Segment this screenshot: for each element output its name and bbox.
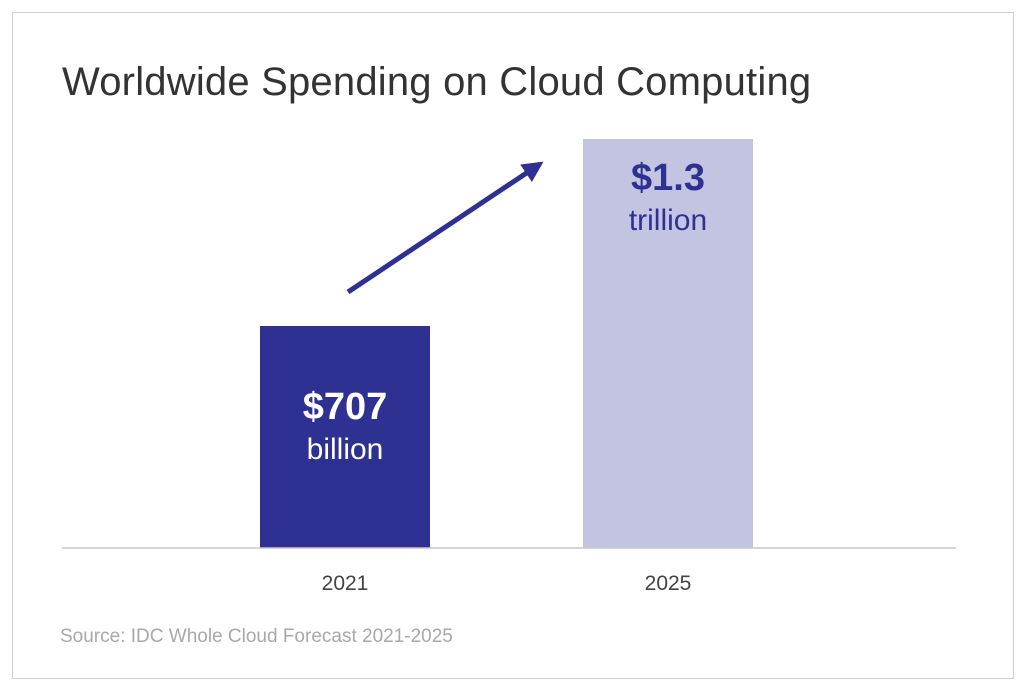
- chart-card: [12, 12, 1014, 679]
- x-tick-label-2025: 2025: [645, 572, 692, 595]
- x-tick-label-2021: 2021: [322, 572, 369, 595]
- data-label-unit-2025: trillion: [629, 204, 707, 237]
- data-label-value-2025: $1.3: [631, 157, 705, 199]
- source-note: Source: IDC Whole Cloud Forecast 2021-20…: [60, 626, 453, 647]
- bar-2025: [583, 139, 753, 548]
- data-label-unit-2021: billion: [307, 433, 384, 466]
- growth-arrow: [346, 161, 544, 295]
- bar-2021: [260, 326, 430, 548]
- chart-title: Worldwide Spending on Cloud Computing: [62, 60, 812, 104]
- data-label-value-2021: $707: [303, 386, 388, 428]
